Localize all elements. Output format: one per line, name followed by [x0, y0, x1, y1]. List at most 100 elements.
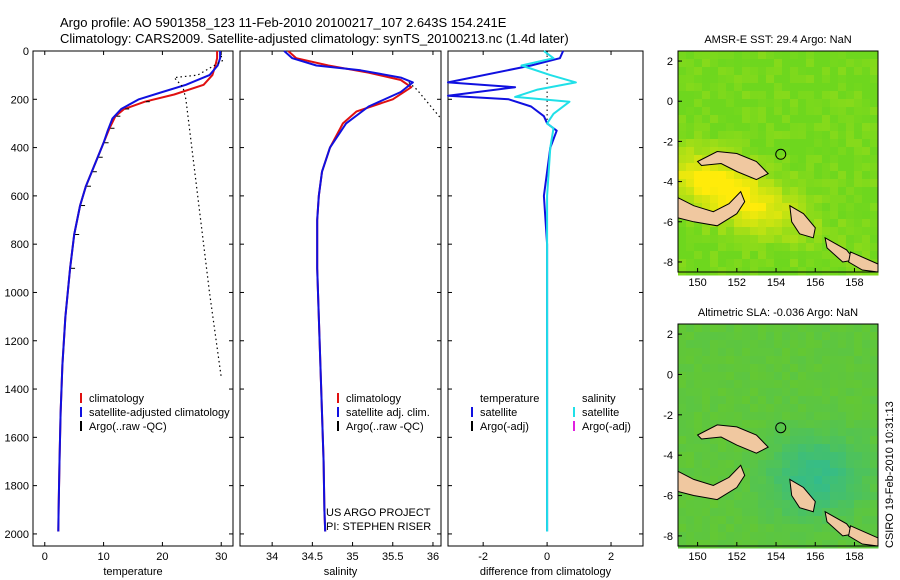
map-cell: [710, 372, 719, 381]
map-cell: [702, 115, 711, 124]
map-cell: [830, 75, 839, 84]
header-line-2: Climatology: CARS2009. Satellite-adjuste…: [60, 31, 569, 46]
map-cell: [846, 59, 855, 68]
map-cell: [694, 372, 703, 381]
map-cell: [862, 139, 871, 148]
map-cell: [870, 476, 879, 485]
map-cell: [726, 468, 735, 477]
map-cell: [782, 131, 791, 140]
legend-argo: Argo(..raw -QC): [346, 421, 424, 433]
map-cell: [774, 243, 783, 252]
map-cell: [734, 83, 743, 92]
map-cell: [774, 380, 783, 389]
map-cell: [822, 404, 831, 413]
map-cell: [782, 179, 791, 188]
map-cell: [782, 532, 791, 541]
map-cell: [782, 340, 791, 349]
map-cell: [830, 267, 839, 276]
map-cell: [830, 99, 839, 108]
map-cell: [838, 187, 847, 196]
map-cell: [870, 67, 879, 76]
map-cell: [782, 211, 791, 220]
map-cell: [774, 500, 783, 509]
map-cell: [686, 123, 695, 132]
map-cell: [774, 67, 783, 76]
map-cell: [854, 91, 863, 100]
map-cell: [782, 219, 791, 228]
map-cell: [822, 468, 831, 477]
map-cell: [758, 468, 767, 477]
map-cell: [782, 516, 791, 525]
map-cell: [726, 251, 735, 260]
map-cell: [694, 532, 703, 541]
map-cell: [742, 195, 751, 204]
map-cell: [758, 131, 767, 140]
map-cell: [838, 420, 847, 429]
map-cell: [774, 211, 783, 220]
map-cell: [750, 139, 759, 148]
map-cell: [806, 476, 815, 485]
map-cell: [758, 500, 767, 509]
map-cell: [750, 468, 759, 477]
map-cell: [814, 179, 823, 188]
map-cell: [838, 171, 847, 180]
map-cell: [806, 356, 815, 365]
map-cell: [694, 259, 703, 268]
plot-frame-salinity: [239, 50, 442, 547]
map-cell: [726, 259, 735, 268]
map-cell: [838, 348, 847, 357]
map-cell: [718, 476, 727, 485]
map-cell: [678, 492, 687, 501]
x-axis-label-salinity: salinity: [324, 566, 358, 578]
map-cell: [822, 83, 831, 92]
map-cell: [758, 179, 767, 188]
map-cell: [758, 356, 767, 365]
map-cell: [718, 75, 727, 84]
map-cell: [750, 524, 759, 533]
map-cell: [822, 243, 831, 252]
map-cell: [766, 372, 775, 381]
map-cell: [798, 195, 807, 204]
map-cell: [758, 99, 767, 108]
map-cell: [710, 75, 719, 84]
map-cell: [862, 356, 871, 365]
map-cell: [790, 91, 799, 100]
map-cell: [686, 59, 695, 68]
map-cell: [862, 516, 871, 525]
legend-temp-argo: Argo(-adj): [480, 421, 529, 433]
map-cell: [766, 484, 775, 493]
map-cell: [726, 364, 735, 373]
map-cell: [790, 420, 799, 429]
map-cell: [742, 139, 751, 148]
map-cell: [870, 219, 879, 228]
map-cell: [798, 364, 807, 373]
map-cell: [726, 388, 735, 397]
map-cell: [694, 171, 703, 180]
map-cell: [846, 500, 855, 509]
map-cell: [846, 83, 855, 92]
map-cell: [854, 452, 863, 461]
map-cell: [734, 139, 743, 148]
map-cell: [734, 396, 743, 405]
map-cell: [862, 452, 871, 461]
map-cell: [846, 484, 855, 493]
map-cell: [766, 492, 775, 501]
map-cell: [822, 211, 831, 220]
map-cell: [830, 388, 839, 397]
side-label: CSIRO 19-Feb-2010 10:31:13: [884, 401, 896, 548]
map-cell: [870, 332, 879, 341]
map-cell: [830, 107, 839, 116]
map-cell: [758, 340, 767, 349]
map-cell: [734, 99, 743, 108]
map-cell: [766, 452, 775, 461]
map-cell: [750, 540, 759, 549]
land-mass: [677, 190, 746, 227]
map-cell: [798, 187, 807, 196]
map-cell: [758, 219, 767, 228]
map-cell: [854, 139, 863, 148]
map-cell: [758, 211, 767, 220]
map-cell: [678, 243, 687, 252]
map-cell: [710, 115, 719, 124]
map-cell: [678, 179, 687, 188]
map-cell: [694, 444, 703, 453]
